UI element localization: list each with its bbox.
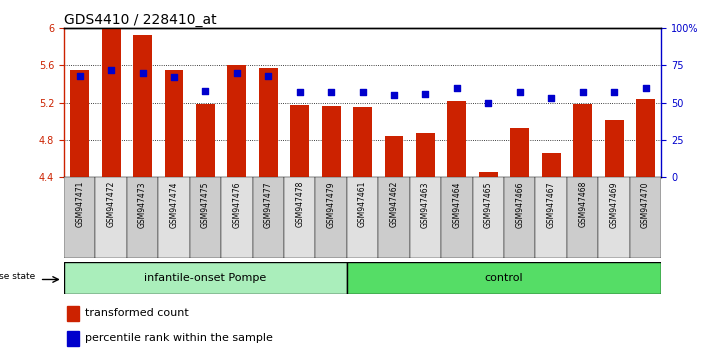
Text: transformed count: transformed count bbox=[85, 308, 188, 318]
Text: GSM947464: GSM947464 bbox=[452, 181, 461, 228]
Point bbox=[514, 90, 525, 95]
Bar bbox=[70, 70, 89, 177]
Bar bbox=[322, 107, 341, 177]
Bar bbox=[410, 177, 442, 258]
Text: GSM947472: GSM947472 bbox=[107, 181, 116, 228]
Bar bbox=[416, 133, 435, 177]
Bar bbox=[353, 107, 372, 177]
Bar bbox=[228, 65, 246, 177]
Bar bbox=[479, 172, 498, 177]
Text: GSM947475: GSM947475 bbox=[201, 181, 210, 228]
Point bbox=[483, 100, 494, 105]
Text: percentile rank within the sample: percentile rank within the sample bbox=[85, 333, 273, 343]
Bar bbox=[252, 177, 284, 258]
Point bbox=[74, 73, 85, 79]
Bar bbox=[67, 331, 79, 346]
Text: infantile-onset Pompe: infantile-onset Pompe bbox=[144, 273, 267, 283]
Point bbox=[609, 90, 620, 95]
Text: GSM947471: GSM947471 bbox=[75, 181, 84, 228]
Bar bbox=[102, 28, 121, 177]
Bar bbox=[316, 177, 347, 258]
Text: control: control bbox=[485, 273, 523, 283]
Point bbox=[169, 75, 180, 80]
Bar bbox=[510, 128, 529, 177]
Bar bbox=[567, 177, 599, 258]
Text: GSM947476: GSM947476 bbox=[232, 181, 241, 228]
Bar bbox=[347, 177, 378, 258]
Bar bbox=[347, 262, 661, 294]
Point bbox=[326, 90, 337, 95]
Point bbox=[388, 92, 400, 98]
Bar bbox=[447, 101, 466, 177]
Bar bbox=[221, 177, 252, 258]
Text: GSM947470: GSM947470 bbox=[641, 181, 650, 228]
Text: GSM947477: GSM947477 bbox=[264, 181, 273, 228]
Bar bbox=[385, 136, 403, 177]
Text: GSM947462: GSM947462 bbox=[390, 181, 399, 228]
Bar bbox=[378, 177, 410, 258]
Bar bbox=[630, 177, 661, 258]
Point bbox=[105, 67, 117, 73]
Text: GSM947468: GSM947468 bbox=[578, 181, 587, 228]
Text: GSM947474: GSM947474 bbox=[169, 181, 178, 228]
Point bbox=[419, 91, 431, 97]
Text: GSM947461: GSM947461 bbox=[358, 181, 367, 228]
Point bbox=[137, 70, 149, 76]
Point bbox=[357, 90, 368, 95]
Bar bbox=[636, 99, 655, 177]
Text: GDS4410 / 228410_at: GDS4410 / 228410_at bbox=[64, 13, 217, 27]
Bar bbox=[164, 70, 183, 177]
Point bbox=[545, 95, 557, 101]
Bar bbox=[196, 104, 215, 177]
Point bbox=[451, 85, 463, 91]
Point bbox=[200, 88, 211, 93]
Bar bbox=[133, 35, 152, 177]
Bar bbox=[504, 177, 535, 258]
Bar bbox=[473, 177, 504, 258]
Text: GSM947465: GSM947465 bbox=[484, 181, 493, 228]
Bar bbox=[127, 177, 159, 258]
Text: GSM947479: GSM947479 bbox=[326, 181, 336, 228]
Bar bbox=[64, 177, 95, 258]
Point bbox=[262, 73, 274, 79]
Bar bbox=[67, 306, 79, 321]
Bar bbox=[542, 153, 561, 177]
Point bbox=[294, 90, 306, 95]
Point bbox=[577, 90, 588, 95]
Bar bbox=[159, 177, 190, 258]
Text: GSM947469: GSM947469 bbox=[609, 181, 619, 228]
Bar bbox=[442, 177, 473, 258]
Bar bbox=[604, 120, 624, 177]
Bar bbox=[535, 177, 567, 258]
Bar bbox=[599, 177, 630, 258]
Bar bbox=[95, 177, 127, 258]
Point bbox=[640, 85, 651, 91]
Text: GSM947467: GSM947467 bbox=[547, 181, 556, 228]
Bar bbox=[259, 68, 278, 177]
Text: GSM947478: GSM947478 bbox=[295, 181, 304, 228]
Text: GSM947463: GSM947463 bbox=[421, 181, 430, 228]
Text: GSM947466: GSM947466 bbox=[515, 181, 524, 228]
Text: disease state: disease state bbox=[0, 272, 35, 281]
Bar bbox=[64, 262, 347, 294]
Bar bbox=[190, 177, 221, 258]
Bar bbox=[290, 105, 309, 177]
Bar bbox=[284, 177, 316, 258]
Text: GSM947473: GSM947473 bbox=[138, 181, 147, 228]
Point bbox=[231, 70, 242, 76]
Bar bbox=[573, 104, 592, 177]
